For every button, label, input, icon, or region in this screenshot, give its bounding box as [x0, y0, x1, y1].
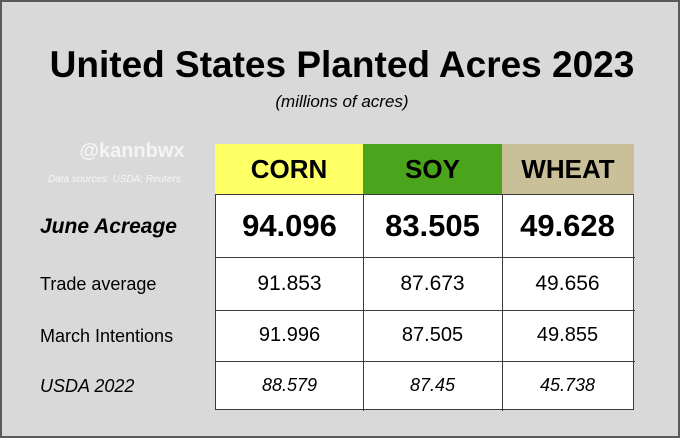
cell-trade-corn: 91.853 — [257, 271, 322, 295]
row-divider — [216, 257, 635, 258]
row-label-usda-2022: USDA 2022 — [40, 375, 135, 396]
page-title: United States Planted Acres 2023 — [49, 44, 635, 85]
cell-usda2022-wheat: 45.738 — [539, 374, 596, 395]
cell-march-wheat: 49.855 — [536, 324, 599, 346]
cell-june-wheat: 49.628 — [520, 208, 615, 243]
row-divider — [216, 361, 635, 362]
acreage-table: 94.096 83.505 49.628 91.853 87.673 49.65… — [215, 194, 635, 411]
row-label-trade-average: Trade average — [40, 273, 157, 294]
column-header-corn: CORN — [215, 144, 363, 194]
row-divider — [216, 310, 635, 311]
cell-usda2022-corn: 88.579 — [261, 374, 318, 395]
watermark-handle: @kannbwx — [79, 140, 185, 162]
column-divider — [363, 195, 364, 411]
column-header-soy: SOY — [363, 144, 502, 194]
cell-june-soy: 83.505 — [385, 208, 480, 243]
cell-march-corn: 91.996 — [258, 324, 321, 346]
row-label-march-intentions: March Intentions — [40, 325, 174, 346]
cell-june-corn: 94.096 — [242, 208, 337, 243]
cell-usda2022-soy: 87.45 — [409, 374, 456, 395]
data-source-note: Data sources: USDA; Reuters — [48, 174, 181, 185]
column-header-wheat: WHEAT — [502, 144, 634, 194]
cell-trade-wheat: 49.656 — [535, 271, 600, 295]
column-divider — [502, 195, 503, 411]
row-label-june-acreage: June Acreage — [40, 215, 177, 238]
cell-trade-soy: 87.673 — [400, 271, 465, 295]
cell-march-soy: 87.505 — [401, 324, 464, 346]
subtitle: (millions of acres) — [275, 92, 409, 111]
